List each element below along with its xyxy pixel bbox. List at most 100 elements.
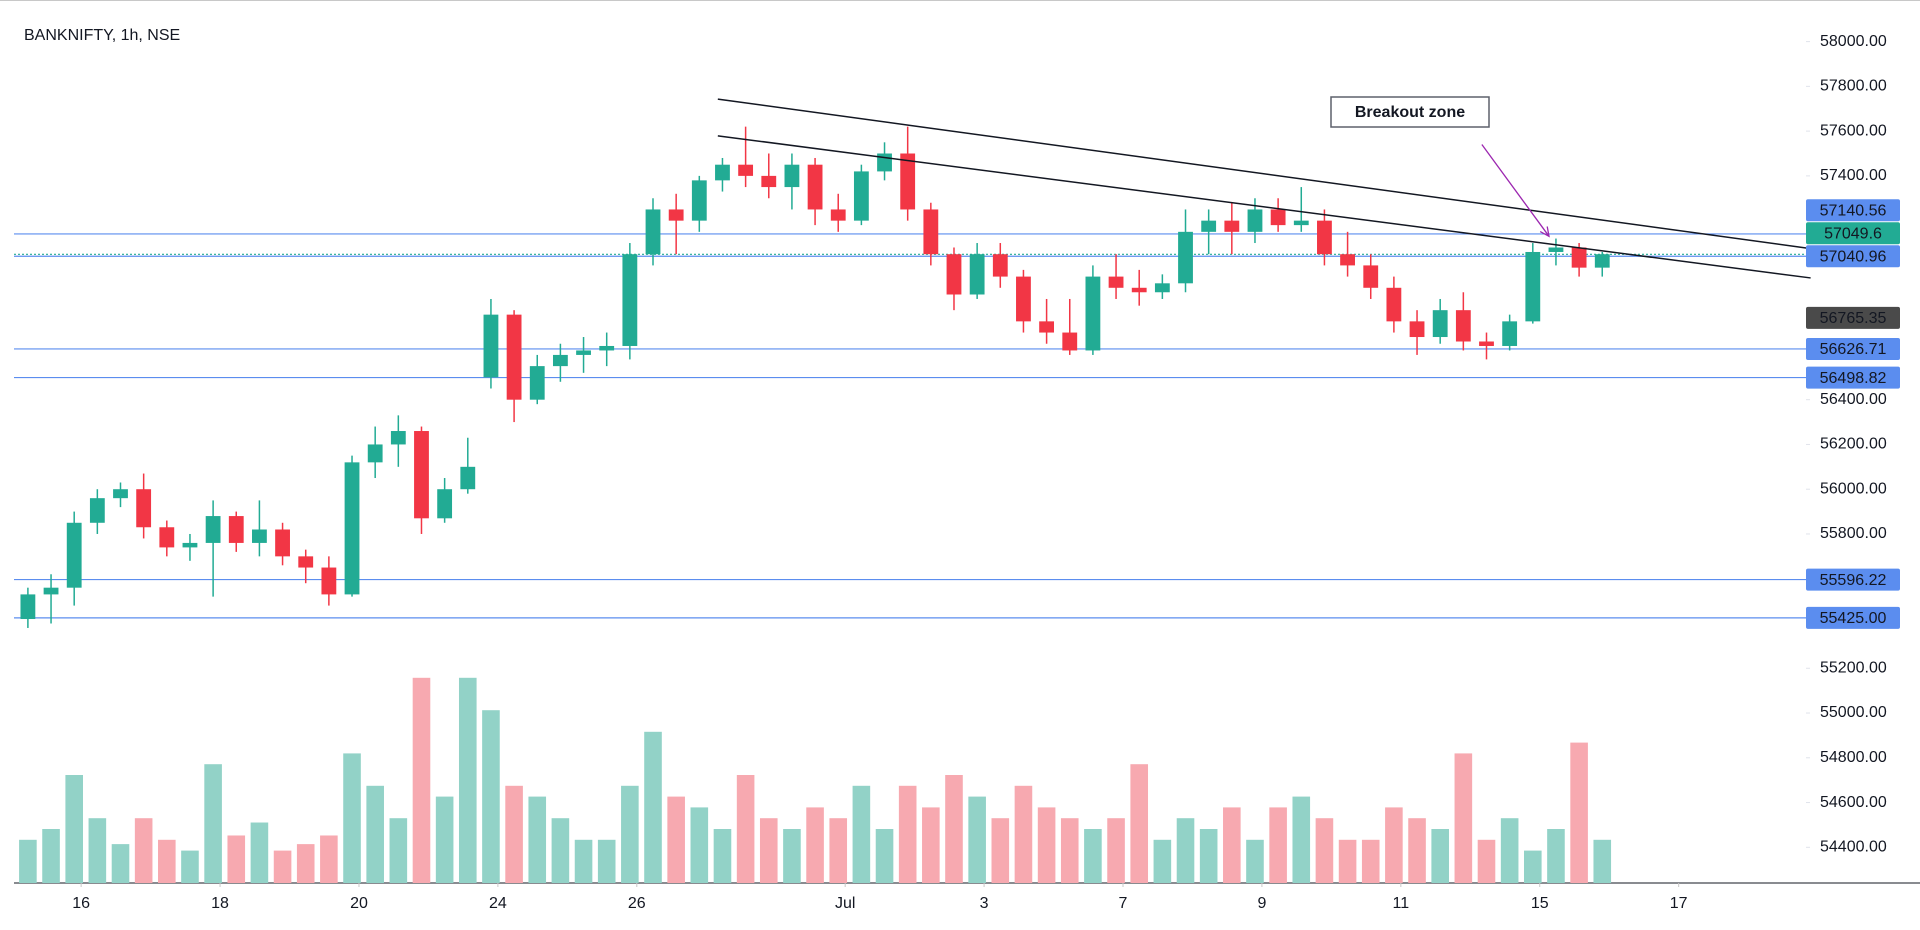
candle-body xyxy=(298,556,314,568)
volume-bar xyxy=(713,829,732,883)
y-tick-label: 56200.00 xyxy=(1820,436,1887,453)
price-label-box xyxy=(1806,245,1900,268)
volume-bar xyxy=(759,818,778,883)
candle-body xyxy=(715,164,730,181)
price-label: 55425.00 xyxy=(1820,610,1887,627)
volume-bar xyxy=(65,775,83,883)
candle-body xyxy=(321,567,337,595)
volume-bar xyxy=(1060,818,1079,883)
volume-bar xyxy=(1500,818,1519,883)
volume-bar xyxy=(204,764,222,883)
candle-body xyxy=(738,164,754,176)
candle-body xyxy=(1502,321,1518,346)
candle-body xyxy=(1455,310,1471,342)
candle-body xyxy=(807,164,823,210)
annotation-arrow xyxy=(1481,144,1550,237)
volume-bar xyxy=(783,829,801,883)
candle-body xyxy=(1154,283,1170,293)
volume-bar xyxy=(1292,796,1311,883)
volume-bar xyxy=(922,807,940,883)
price-label-box xyxy=(1806,337,1900,360)
volume-bar xyxy=(1477,839,1496,883)
y-tick-label: 54800.00 xyxy=(1820,749,1887,766)
candle-body xyxy=(552,354,568,367)
volume-bar xyxy=(829,818,848,883)
volume-bar xyxy=(181,850,199,883)
volume-bar xyxy=(1593,839,1612,883)
volume-bar xyxy=(1153,839,1172,883)
candle-body xyxy=(437,489,453,519)
candle-body xyxy=(1317,220,1332,255)
candle-body xyxy=(89,498,105,523)
candle-body xyxy=(969,254,985,295)
volume-bar xyxy=(366,785,384,883)
candle-body xyxy=(645,209,661,255)
x-tick-label: Jul xyxy=(835,895,855,912)
candle-body xyxy=(1039,321,1055,333)
candle-body xyxy=(136,489,152,528)
candle-body xyxy=(1293,220,1309,226)
volume-bar xyxy=(736,775,755,883)
y-tick-label: 57400.00 xyxy=(1820,167,1887,184)
candle-body xyxy=(1386,287,1402,322)
x-tick-label: 26 xyxy=(628,895,646,912)
volume-bar xyxy=(1037,807,1056,883)
y-tick-label: 55200.00 xyxy=(1820,659,1887,676)
chart-title: BANKNIFTY, 1h, NSE xyxy=(24,27,180,44)
volume-bar xyxy=(621,785,639,883)
candle-body xyxy=(946,254,962,295)
candle-body xyxy=(1548,247,1564,252)
candle-body xyxy=(228,516,244,543)
candle-body xyxy=(113,489,128,499)
candle-body xyxy=(599,345,615,351)
y-tick-label: 56000.00 xyxy=(1820,480,1887,497)
price-label: 56765.35 xyxy=(1820,310,1887,327)
volume-bar xyxy=(1547,829,1565,883)
candle-body xyxy=(668,209,684,221)
candle-body xyxy=(1270,209,1286,226)
candle-body xyxy=(622,254,638,346)
volume-bar xyxy=(1315,818,1334,883)
candle-body xyxy=(367,444,383,463)
volume-bar xyxy=(528,796,547,883)
volume-bar xyxy=(482,710,500,883)
volume-bar xyxy=(134,818,153,883)
candle-body xyxy=(1409,321,1425,338)
volume-bar xyxy=(1199,829,1218,883)
volume-bar xyxy=(250,822,269,883)
x-tick-label: 11 xyxy=(1393,895,1410,912)
volume-bar xyxy=(852,785,871,883)
volume-bar xyxy=(1014,785,1033,883)
candle-body xyxy=(20,594,36,620)
volume-bar xyxy=(1361,839,1380,883)
volume-bar xyxy=(574,839,593,883)
candle-body xyxy=(205,516,221,543)
candle-body xyxy=(1363,265,1379,288)
candle-body xyxy=(483,314,499,378)
candle-body xyxy=(506,314,522,400)
x-tick-label: 18 xyxy=(211,895,229,912)
volume-bar xyxy=(1570,742,1588,883)
volume-bar xyxy=(945,775,963,883)
volume-bar xyxy=(1246,839,1264,883)
volume-bar xyxy=(343,753,361,883)
y-tick-label: 55800.00 xyxy=(1820,525,1887,542)
x-tick-label: 9 xyxy=(1257,895,1266,912)
candle-body xyxy=(992,254,1008,277)
volume-bar xyxy=(898,785,917,883)
candle-body xyxy=(1131,287,1147,293)
volume-bar xyxy=(1408,818,1426,883)
volume-bar xyxy=(597,839,616,883)
volume-bar xyxy=(1431,829,1449,883)
price-label-box xyxy=(1806,568,1900,591)
volume-bar xyxy=(19,839,37,883)
price-label: 55596.22 xyxy=(1820,572,1887,589)
price-label-box xyxy=(1806,306,1900,329)
price-label: 57049.6 xyxy=(1824,225,1882,242)
volume-bar xyxy=(458,677,477,883)
candle-body xyxy=(853,171,869,221)
volume-bar xyxy=(320,835,338,883)
y-tick-label: 58000.00 xyxy=(1820,33,1887,50)
volume-bar xyxy=(389,818,408,883)
